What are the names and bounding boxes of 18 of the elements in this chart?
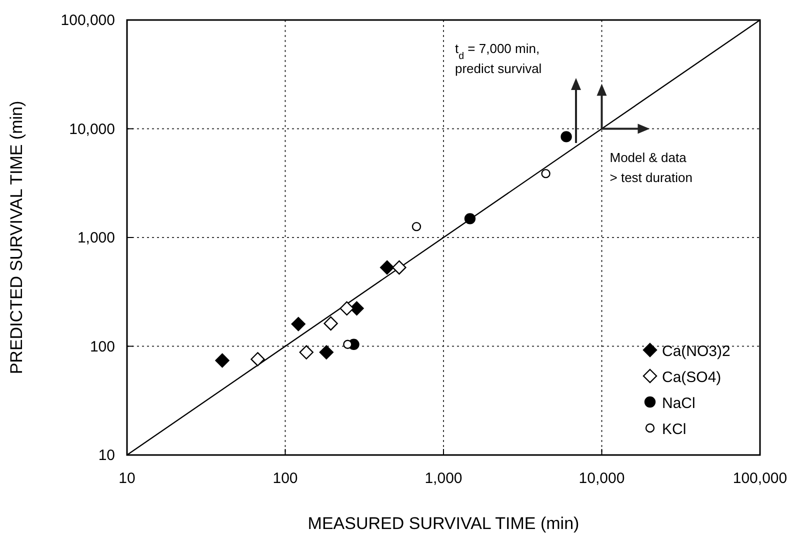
x-tick-label: 1,000 bbox=[424, 470, 462, 487]
y-tick-label: 100,000 bbox=[60, 12, 115, 29]
y-tick-label: 10,000 bbox=[69, 120, 115, 138]
y-tick-label: 100 bbox=[90, 338, 115, 356]
x-tick-label: 10,000 bbox=[578, 470, 625, 487]
legend-label: KCl bbox=[662, 421, 686, 438]
legend-label: Ca(NO3)2 bbox=[662, 343, 730, 360]
legend-label: Ca(SO4) bbox=[662, 369, 722, 386]
x-tick-label: 10 bbox=[118, 470, 136, 487]
y-tick-label: 10 bbox=[98, 447, 115, 464]
y-tick-label: 1,000 bbox=[77, 230, 115, 246]
annotation: t$_{d}$ = 7,000 min, predict survival bbox=[455, 41, 542, 76]
x-tick-label: 100,000 bbox=[732, 470, 788, 487]
x-tick-label: 100 bbox=[272, 470, 298, 487]
legend-label: NaCl bbox=[662, 395, 696, 412]
x-axis-title: MEASURED SURVIVAL TIME (min) bbox=[308, 514, 580, 533]
annotation: Model & data > test duration bbox=[610, 150, 692, 185]
y-axis-title: PREDICTED SURVIVAL TIME (min) bbox=[7, 100, 26, 374]
